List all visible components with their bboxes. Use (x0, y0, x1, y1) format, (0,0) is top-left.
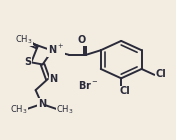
Text: Br$^-$: Br$^-$ (78, 79, 98, 91)
Text: S: S (24, 57, 31, 67)
Text: CH$_3$: CH$_3$ (56, 103, 74, 116)
Text: O: O (78, 35, 86, 45)
Text: Cl: Cl (155, 69, 166, 79)
Text: N: N (49, 74, 58, 84)
Text: Cl: Cl (120, 86, 130, 96)
Text: CH$_3$: CH$_3$ (10, 103, 27, 116)
Text: N: N (17, 34, 25, 44)
Text: CH$_3$: CH$_3$ (15, 33, 32, 46)
Text: N$^+$: N$^+$ (48, 43, 64, 56)
Text: N: N (38, 99, 46, 109)
